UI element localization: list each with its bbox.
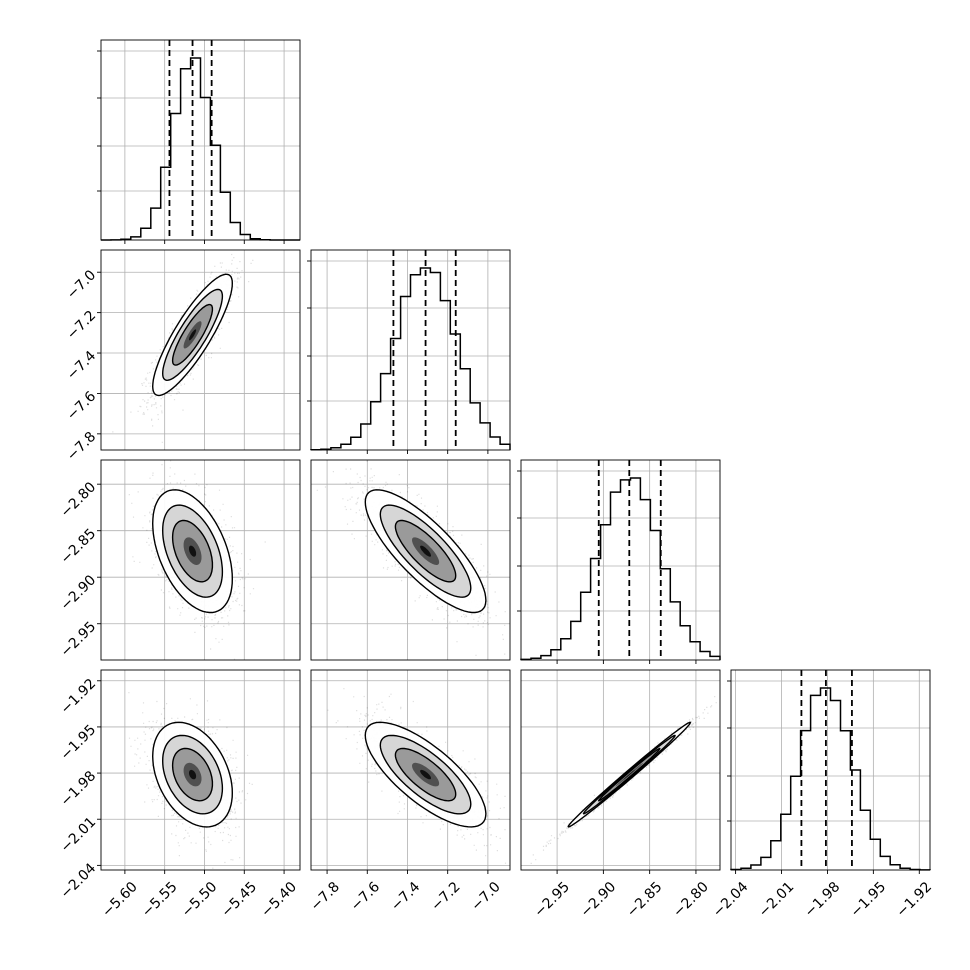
x-tick-label-0-0: −5.60 (99, 879, 141, 921)
y-tick-label-3-0: −2.04 (58, 860, 100, 902)
y-tick-label-3-2: −1.98 (58, 768, 100, 810)
contour-2 (394, 519, 457, 583)
x-tick-label-0-2: −5.50 (179, 879, 221, 921)
scatter-panel-2-0 (100, 459, 301, 661)
x-tick-label-0-1: −5.55 (139, 879, 181, 921)
histogram-0 (101, 57, 300, 241)
axes-frame (310, 459, 511, 661)
x-tick-label-0-4: −5.40 (258, 879, 300, 921)
x-tick-label-3-1: −2.01 (756, 879, 798, 921)
axes-frame (310, 669, 511, 871)
density-fill-peak (623, 769, 635, 780)
contour-1 (379, 734, 472, 815)
axes-frame (100, 249, 301, 451)
scatter-panel-3-2 (520, 669, 721, 871)
y-tick-label-1-1: −7.6 (64, 388, 99, 423)
axes-frame (310, 249, 511, 451)
hist-panel-2 (517, 459, 721, 661)
scatter-points (530, 696, 717, 864)
x-tick-label-3-3: −1.95 (848, 879, 890, 921)
histogram-1 (310, 267, 511, 451)
histogram-2 (520, 477, 721, 661)
scatter-points (327, 688, 507, 864)
contour-2 (394, 747, 457, 802)
scatter-panel-3-1 (310, 669, 511, 871)
x-tick-label-2-1: −2.90 (578, 879, 620, 921)
contour-2 (171, 747, 214, 802)
density-fill-peak (189, 769, 197, 780)
x-tick-label-1-1: −7.6 (348, 879, 383, 914)
scatter-points (112, 253, 254, 443)
x-tick-label-1-3: −7.2 (428, 879, 463, 914)
contour-1 (582, 734, 676, 815)
y-tick-label-2-3: −2.80 (58, 479, 100, 521)
contour-0 (151, 489, 234, 614)
scatter-points (128, 692, 253, 869)
y-tick-label-2-0: −2.95 (58, 619, 100, 661)
contour-1 (161, 504, 224, 598)
scatter-panel-3-0 (100, 669, 301, 871)
y-tick-label-2-1: −2.90 (58, 572, 100, 614)
contour-2 (597, 747, 661, 802)
scatter-panel-1-0 (100, 249, 301, 451)
y-tick-label-1-0: −7.8 (64, 429, 99, 464)
x-tick-label-1-4: −7.0 (468, 879, 503, 914)
contour-0 (151, 721, 234, 828)
scatter-panel-2-1 (310, 459, 511, 661)
x-tick-label-3-2: −1.98 (802, 879, 844, 921)
axes-frame (100, 39, 301, 241)
density-fill-peak (189, 545, 197, 557)
contour-0 (364, 489, 487, 614)
contour-0 (364, 721, 487, 828)
contour-1 (161, 288, 224, 382)
axes-frame (100, 669, 301, 871)
x-tick-label-3-4: −1.92 (894, 879, 936, 921)
hist-panel-1 (307, 249, 511, 451)
x-tick-label-2-2: −2.85 (624, 879, 666, 921)
x-tick-label-2-3: −2.80 (670, 879, 712, 921)
density-fill-peak (189, 329, 197, 341)
x-tick-label-1-2: −7.4 (388, 879, 423, 914)
sample-points (327, 688, 507, 864)
histogram-3 (730, 687, 931, 871)
contour-2 (171, 519, 214, 583)
hist-panel-0 (97, 39, 301, 241)
y-tick-label-1-2: −7.4 (64, 348, 99, 383)
y-tick-label-3-4: −1.92 (58, 676, 100, 718)
scatter-points (316, 460, 506, 656)
contour-2 (171, 303, 214, 366)
contour-1 (379, 504, 472, 598)
axes-frame (520, 669, 721, 871)
contour-0 (151, 273, 234, 397)
axes-frame (730, 669, 931, 871)
scatter-points (128, 460, 266, 660)
y-tick-label-3-3: −1.95 (58, 722, 100, 764)
x-tick-label-1-0: −7.8 (308, 879, 343, 914)
axes-frame (100, 459, 301, 661)
x-tick-label-0-3: −5.45 (219, 879, 261, 921)
contour-0 (567, 721, 692, 828)
y-tick-label-2-2: −2.85 (58, 526, 100, 568)
axes-frame (520, 459, 721, 661)
density-fill-peak (420, 545, 431, 557)
density-fill-peak (420, 769, 431, 780)
x-tick-label-2-0: −2.95 (531, 879, 573, 921)
x-tick-label-3-0: −2.04 (710, 879, 752, 921)
y-tick-label-3-1: −2.01 (58, 814, 100, 856)
y-tick-label-1-4: −7.0 (64, 267, 99, 302)
hist-panel-3 (727, 669, 931, 871)
contour-1 (161, 734, 224, 815)
y-tick-label-1-3: −7.2 (64, 308, 99, 343)
